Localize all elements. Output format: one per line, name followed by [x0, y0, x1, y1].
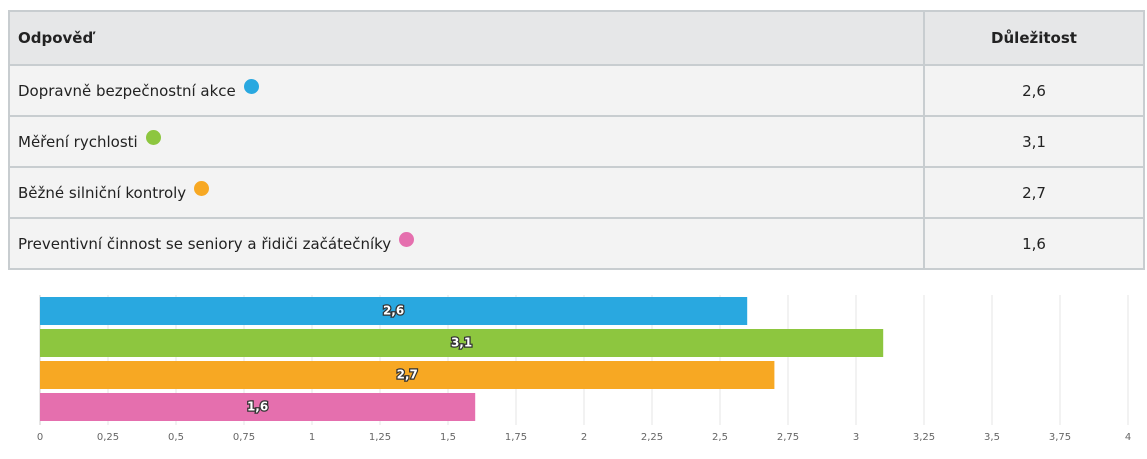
bar-value-label: 2,7: [397, 368, 418, 382]
x-tick-label: 3,5: [984, 432, 1000, 443]
legend-dot: [194, 181, 210, 196]
header-cell: Důležitost: [925, 12, 1143, 64]
x-tick-label: 3,75: [1049, 432, 1071, 443]
x-tick-label: 2: [581, 432, 587, 443]
bar-value-label: 3,1: [451, 336, 472, 350]
table: Odpověď Důležitost Dopravně bezpečnostní a…: [8, 10, 1145, 270]
table-row: Měření rychlosti 3,1: [10, 115, 1143, 166]
bar: [40, 297, 748, 325]
value-cell: 1,6: [925, 219, 1143, 268]
x-tick-label: 0: [37, 432, 43, 443]
answer-cell: Měření rychlosti: [10, 117, 925, 166]
value-cell: 3,1: [925, 117, 1143, 166]
x-tick-label: 4: [1125, 432, 1131, 443]
value-text: 3,1: [1022, 132, 1046, 151]
x-tick-label: 0,25: [97, 432, 119, 443]
value-cell: 2,7: [925, 168, 1143, 217]
value-text: 2,6: [1022, 81, 1046, 100]
x-tick-label: 2,5: [712, 432, 728, 443]
value-text: 2,7: [1022, 183, 1046, 202]
bar-value-label: 2,6: [383, 304, 404, 318]
bar: [40, 329, 884, 357]
answer-text: Měření rychlosti: [18, 132, 138, 151]
header-text: Odpověď: [18, 29, 94, 47]
bar: [40, 393, 476, 421]
chart: 0 0,25 0,5 0,75 1 1,25 1,5 1,75 2 2,25 2,5 2,75 3 3,2…: [37, 295, 1131, 443]
x-tick-label: 3: [853, 432, 859, 443]
bar-value-label: 1,6: [247, 400, 268, 414]
answer-text: Preventivní činnost se seniory a řidiči …: [18, 234, 392, 253]
x-tick-label: 1: [309, 432, 315, 443]
table-row: Dopravně bezpečnostní akce 2,6: [10, 64, 1143, 115]
answer-cell: Běžné silniční kontroly: [10, 168, 925, 217]
x-tick-label: 1,75: [505, 432, 527, 443]
value-cell: 2,6: [925, 66, 1143, 115]
header-row: Odpověď Důležitost: [10, 12, 1143, 64]
x-tick-label: 0,5: [168, 432, 184, 443]
value-text: 1,6: [1022, 234, 1046, 253]
legend-dot: [399, 232, 415, 247]
x-tick-label: 2,75: [777, 432, 799, 443]
table-row: Běžné silniční kontroly 2,7: [10, 166, 1143, 217]
header-cell: Odpověď: [10, 12, 925, 64]
bar: [40, 361, 775, 389]
answer-text: Běžné silniční kontroly: [18, 183, 187, 202]
legend-dot: [243, 79, 259, 94]
legend-dot: [145, 130, 161, 145]
answer-cell: Dopravně bezpečnostní akce: [10, 66, 925, 115]
answer-text: Dopravně bezpečnostní akce: [18, 81, 236, 100]
x-tick-label: 2,25: [641, 432, 663, 443]
answer-cell: Preventivní činnost se seniory a řidiči …: [10, 219, 925, 268]
x-tick-label: 3,25: [913, 432, 935, 443]
header-text: Důležitost: [991, 29, 1077, 47]
x-tick-label: 1,25: [369, 432, 391, 443]
x-tick-label: 0,75: [233, 432, 255, 443]
table-row: Preventivní činnost se seniory a řidiči …: [10, 217, 1143, 268]
x-tick-label: 1,5: [440, 432, 456, 443]
